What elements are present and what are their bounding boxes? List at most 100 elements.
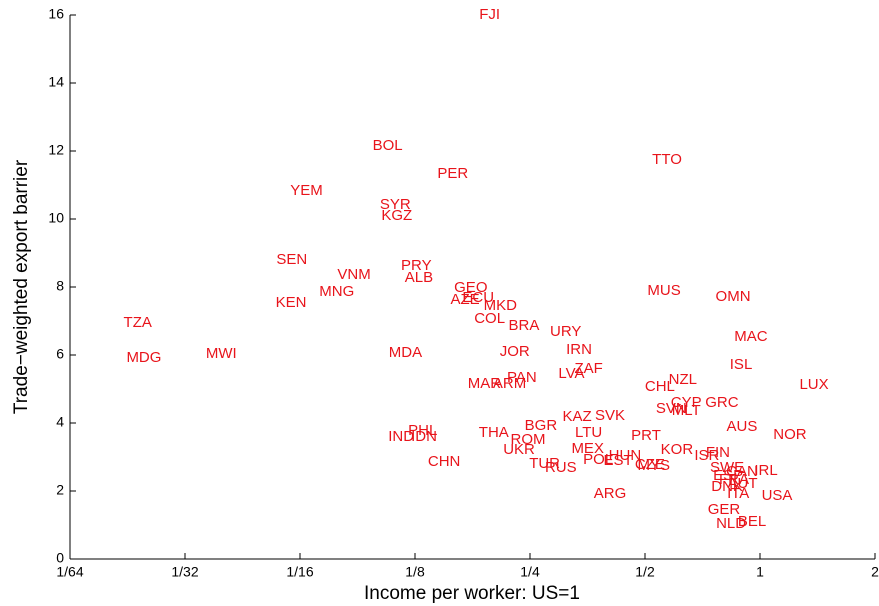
point-label: URY <box>550 323 581 340</box>
x-tick-label: 1/2 <box>635 564 655 580</box>
point-label: JOR <box>500 343 530 360</box>
x-tick-label: 1/32 <box>171 564 198 580</box>
point-label: AUT <box>728 475 758 492</box>
point-label: MDA <box>389 344 422 361</box>
point-label: LTU <box>575 424 602 441</box>
point-label: TUR <box>529 455 560 472</box>
point-label: LVA <box>558 365 584 382</box>
point-label: FIN <box>706 444 730 461</box>
point-label: MAR <box>468 375 502 392</box>
point-label: PRY <box>401 257 432 274</box>
x-tick-label: 1/64 <box>56 564 83 580</box>
point-label: BRA <box>508 317 539 334</box>
y-tick-label: 4 <box>56 414 64 430</box>
point-label: BEL <box>738 513 766 530</box>
point-label: FRA <box>719 471 749 488</box>
y-axis-label: Trade−weighted export barrier <box>11 159 32 414</box>
point-label: BOL <box>373 137 403 154</box>
point-label: COL <box>474 310 505 327</box>
y-tick-label: 6 <box>56 346 64 362</box>
point-label: MNG <box>319 283 354 300</box>
x-tick-label: 1/4 <box>520 564 540 580</box>
point-label: AZE <box>450 291 479 308</box>
point-label: VNM <box>337 266 370 283</box>
point-label: ISR <box>694 447 719 464</box>
point-label: GEO <box>454 279 487 296</box>
point-label: ROM <box>510 431 545 448</box>
point-label: YEM <box>290 182 323 199</box>
point-label: SWE <box>710 459 744 476</box>
point-label: IDN <box>411 428 437 445</box>
point-label: MUS <box>647 282 680 299</box>
point-label: ISL <box>730 356 753 373</box>
y-tick-label: 14 <box>48 74 64 90</box>
point-label: PRT <box>631 427 661 444</box>
point-label: ESP <box>713 467 743 484</box>
point-label: SVK <box>595 407 625 424</box>
point-label: SYR <box>380 196 411 213</box>
point-label: ITA <box>727 485 749 502</box>
point-label: DNK <box>711 478 743 495</box>
point-label: MLT <box>672 402 701 419</box>
point-label: GRC <box>705 394 739 411</box>
point-label: BGR <box>525 417 558 434</box>
point-label: UKR <box>503 441 535 458</box>
point-label: KAZ <box>562 408 591 425</box>
point-label: NZL <box>669 371 697 388</box>
x-tick-label: 2 <box>871 564 879 580</box>
point-label: FJI <box>479 6 500 23</box>
point-label: KGZ <box>381 207 412 224</box>
point-label: KOR <box>661 441 694 458</box>
x-tick-label: 1/16 <box>286 564 313 580</box>
point-label: USA <box>762 487 793 504</box>
point-label: CHL <box>645 378 675 395</box>
point-label: TTO <box>652 151 682 168</box>
point-label: NLD <box>716 515 746 532</box>
point-label: CYP <box>671 394 702 411</box>
x-axis-label: Income per worker: US=1 <box>364 583 580 604</box>
point-label: POL <box>583 451 613 468</box>
point-label: ZAF <box>574 360 602 377</box>
point-label: IND <box>388 428 414 445</box>
point-label: THA <box>479 424 509 441</box>
y-tick-label: 12 <box>48 142 64 158</box>
point-label: SEN <box>276 251 307 268</box>
point-label: TZA <box>124 314 152 331</box>
point-label: NOR <box>773 426 807 443</box>
point-label: PAN <box>507 369 537 386</box>
point-label: ARG <box>594 485 627 502</box>
point-label: AUS <box>727 418 758 435</box>
point-label: MWI <box>206 345 237 362</box>
point-label: SVN <box>656 400 687 417</box>
point-label: MDG <box>126 349 161 366</box>
point-label: MYS <box>637 457 670 474</box>
point-label: PHL <box>408 422 437 439</box>
point-label: EST <box>603 452 632 469</box>
y-tick-label: 16 <box>48 6 64 22</box>
point-label: KEN <box>276 294 307 311</box>
point-label: LUX <box>799 376 828 393</box>
x-tick-label: 1/8 <box>405 564 425 580</box>
point-label: CHN <box>428 453 461 470</box>
point-label: IRL <box>754 462 777 479</box>
point-label: OMN <box>716 288 751 305</box>
x-tick-label: 1 <box>756 564 764 580</box>
point-label: MKD <box>484 297 518 314</box>
point-label: RUS <box>545 459 577 476</box>
point-label: PER <box>437 165 468 182</box>
point-label: ARM <box>493 375 526 392</box>
point-label: IRN <box>566 341 592 358</box>
point-label: MEX <box>571 440 604 457</box>
y-tick-label: 8 <box>56 278 64 294</box>
point-label: HUN <box>609 447 642 464</box>
point-label: CAN <box>726 463 758 480</box>
y-tick-label: 2 <box>56 482 64 498</box>
point-label: ALB <box>405 269 433 286</box>
point-label: MAC <box>734 328 768 345</box>
point-label: ECU <box>462 289 494 306</box>
point-label: CZE <box>635 456 665 473</box>
point-label: GER <box>708 501 741 518</box>
y-tick-label: 10 <box>48 210 64 226</box>
y-tick-label: 0 <box>56 550 64 566</box>
